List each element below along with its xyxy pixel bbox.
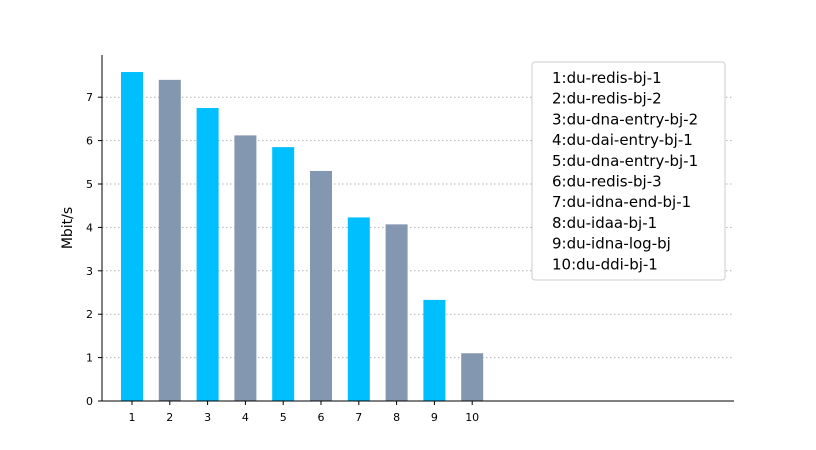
- legend-entry: 1:du-redis-bj-1: [552, 69, 662, 87]
- x-tick-label: 2: [166, 411, 173, 424]
- bar: [310, 170, 332, 401]
- x-tick-label: 4: [242, 411, 249, 424]
- legend-entry: 10:du-ddi-bj-1: [552, 255, 658, 273]
- x-tick-label: 9: [431, 411, 438, 424]
- x-tick-label: 3: [204, 411, 211, 424]
- legend-entry: 9:du-idna-log-bj: [552, 235, 671, 253]
- y-tick-label: 6: [86, 135, 93, 148]
- legend-entry: 6:du-redis-bj-3: [552, 173, 662, 191]
- bar: [121, 72, 143, 401]
- legend-entry: 3:du-dna-entry-bj-2: [552, 110, 698, 128]
- bar: [196, 108, 219, 402]
- y-tick-label: 4: [86, 221, 93, 234]
- legend-entry: 7:du-idna-end-bj-1: [552, 193, 691, 211]
- x-ticks: 1 2 3 4 5 6 7 8 9 10: [129, 401, 479, 424]
- x-tick-label: 7: [355, 411, 362, 424]
- y-tick-label: 5: [86, 178, 93, 191]
- legend-entry: 4:du-dai-entry-bj-1: [552, 131, 693, 149]
- x-tick-label: 8: [393, 411, 400, 424]
- bar: [385, 224, 408, 401]
- legend: 1:du-redis-bj-1 2:du-redis-bj-2 3:du-dna-e…: [531, 61, 726, 281]
- legend-entry: 5:du-dna-entry-bj-1: [552, 152, 698, 170]
- bars: [121, 72, 484, 402]
- bar: [423, 299, 446, 401]
- y-axis-label: Mbit/s: [60, 207, 76, 249]
- y-tick-label: 1: [86, 352, 93, 365]
- bar: [347, 217, 370, 401]
- y-tick-label: 7: [86, 91, 93, 104]
- y-tick-label: 0: [86, 395, 93, 408]
- bar: [461, 353, 484, 401]
- x-tick-label: 1: [129, 411, 136, 424]
- legend-box: [531, 61, 726, 281]
- y-tick-label: 2: [86, 308, 93, 321]
- y-ticks: 0 1 2 3 4 5 6 7: [86, 91, 102, 408]
- x-tick-label: 5: [280, 411, 287, 424]
- y-tick-label: 3: [86, 265, 93, 278]
- x-tick-label: 6: [318, 411, 325, 424]
- bar: [272, 147, 295, 401]
- legend-entry: 8:du-idaa-bj-1: [552, 214, 657, 232]
- legend-entry: 2:du-redis-bj-2: [552, 90, 662, 108]
- bar: [234, 135, 257, 401]
- x-tick-label: 10: [465, 411, 479, 424]
- bar: [158, 79, 181, 401]
